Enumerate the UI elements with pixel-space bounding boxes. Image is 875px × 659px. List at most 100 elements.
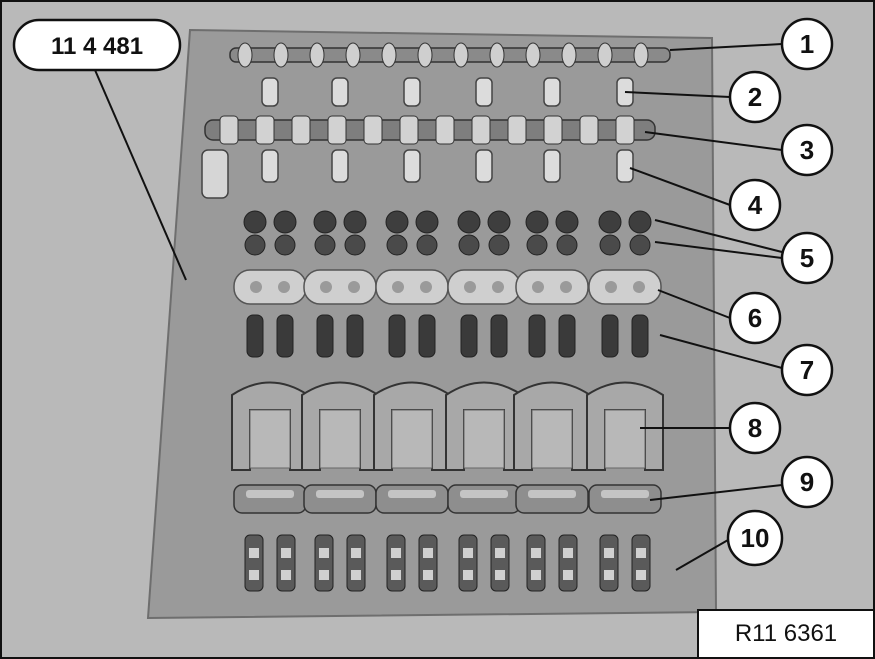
cam-lobe: [417, 42, 433, 68]
valve-bucket: [314, 234, 336, 256]
rocker-arm: [458, 534, 478, 592]
rocker-pad: [391, 548, 401, 558]
cam-lobe: [489, 42, 505, 68]
cam-lobe: [309, 42, 325, 68]
cam-lobe: [363, 115, 383, 145]
cam-lobe: [381, 42, 397, 68]
rail-highlight: [388, 490, 436, 498]
callout-10: 10: [726, 509, 784, 567]
rocker-pad: [636, 548, 646, 558]
spring-plate: [447, 269, 521, 305]
rocker-pad: [351, 570, 361, 580]
bearing-cap: [475, 149, 493, 183]
rocker-pad: [604, 548, 614, 558]
camshaft-1: [229, 42, 671, 68]
valve-spring: [528, 314, 546, 358]
spring-plates-row: [233, 269, 662, 305]
valve-spring: [388, 314, 406, 358]
bearing-cap: [403, 77, 421, 107]
bracket-window: [531, 409, 573, 469]
bracket-window: [319, 409, 361, 469]
valve-bucket: [628, 210, 652, 234]
rail: [447, 484, 521, 514]
rail: [233, 484, 307, 514]
valve-bucket: [416, 234, 438, 256]
valve-bucket: [556, 234, 578, 256]
rocker-arm: [386, 534, 406, 592]
valve-bucket: [244, 234, 266, 256]
rail-highlight: [246, 490, 294, 498]
camshaft-2: [204, 115, 656, 145]
rocker-pad: [463, 548, 473, 558]
plate-hole: [392, 281, 404, 293]
callout-2: 2: [728, 70, 782, 124]
cam-lobe: [471, 115, 491, 145]
bearing-cap: [331, 77, 349, 107]
bearing-cap: [331, 149, 349, 183]
valve-buckets-row: [243, 210, 652, 256]
svg-text:7: 7: [800, 355, 814, 385]
plate-hole: [633, 281, 645, 293]
bracket-window: [604, 409, 646, 469]
cam-lobe: [543, 115, 563, 145]
svg-text:10: 10: [741, 523, 770, 553]
bearing-cap: [261, 77, 279, 107]
cam-lobe: [273, 42, 289, 68]
plate-hole: [320, 281, 332, 293]
tool-number-label: 11 4 481: [12, 18, 187, 281]
callout-8: 8: [728, 401, 782, 455]
svg-text:4: 4: [748, 190, 763, 220]
bearing-cap: [543, 149, 561, 183]
callout-5: 5: [780, 231, 834, 285]
cam-lobe: [219, 115, 239, 145]
spring-plate: [375, 269, 449, 305]
svg-text:2: 2: [748, 82, 762, 112]
rocker-pad: [531, 570, 541, 580]
bearing-cap: [475, 77, 493, 107]
rocker-pad: [281, 548, 291, 558]
plate-hole: [492, 281, 504, 293]
bracket-window: [249, 409, 291, 469]
bracket-window: [391, 409, 433, 469]
callout-4: 4: [728, 178, 782, 232]
rocker-arm: [526, 534, 546, 592]
cam-lobe: [561, 42, 577, 68]
rocker-pad: [249, 548, 259, 558]
rocker-arm: [558, 534, 578, 592]
rocker-pad: [423, 548, 433, 558]
rocker-pad: [281, 570, 291, 580]
valve-bucket: [273, 210, 297, 234]
rocker-arm: [276, 534, 296, 592]
rocker-arm: [244, 534, 264, 592]
spring-plate: [233, 269, 307, 305]
rail: [303, 484, 377, 514]
callout-9: 9: [780, 455, 834, 509]
valve-spring: [346, 314, 364, 358]
tool-number-text: 11 4 481: [51, 33, 143, 60]
svg-text:8: 8: [748, 413, 762, 443]
valve-bucket: [458, 234, 480, 256]
rocker-pad: [495, 570, 505, 580]
valve-bucket: [274, 234, 296, 256]
callout-7: 7: [780, 343, 834, 397]
cam-lobe: [345, 42, 361, 68]
rail-highlight: [316, 490, 364, 498]
rocker-arm: [346, 534, 366, 592]
valve-bucket: [343, 210, 367, 234]
valve-spring: [276, 314, 294, 358]
figure-reference: R11 6361: [697, 609, 873, 657]
rocker-pad: [319, 548, 329, 558]
rocker-pad: [463, 570, 473, 580]
valve-spring: [246, 314, 264, 358]
bearing-cap: [261, 149, 279, 183]
rocker-pad: [636, 570, 646, 580]
plate-hole: [420, 281, 432, 293]
valve-bucket: [525, 210, 549, 234]
cam-lobe: [633, 42, 649, 68]
cam-lobe: [597, 42, 613, 68]
valve-spring: [490, 314, 508, 358]
cam-lobe: [255, 115, 275, 145]
valve-bucket: [598, 210, 622, 234]
callout-3: 3: [780, 123, 834, 177]
rocker-pad: [563, 548, 573, 558]
